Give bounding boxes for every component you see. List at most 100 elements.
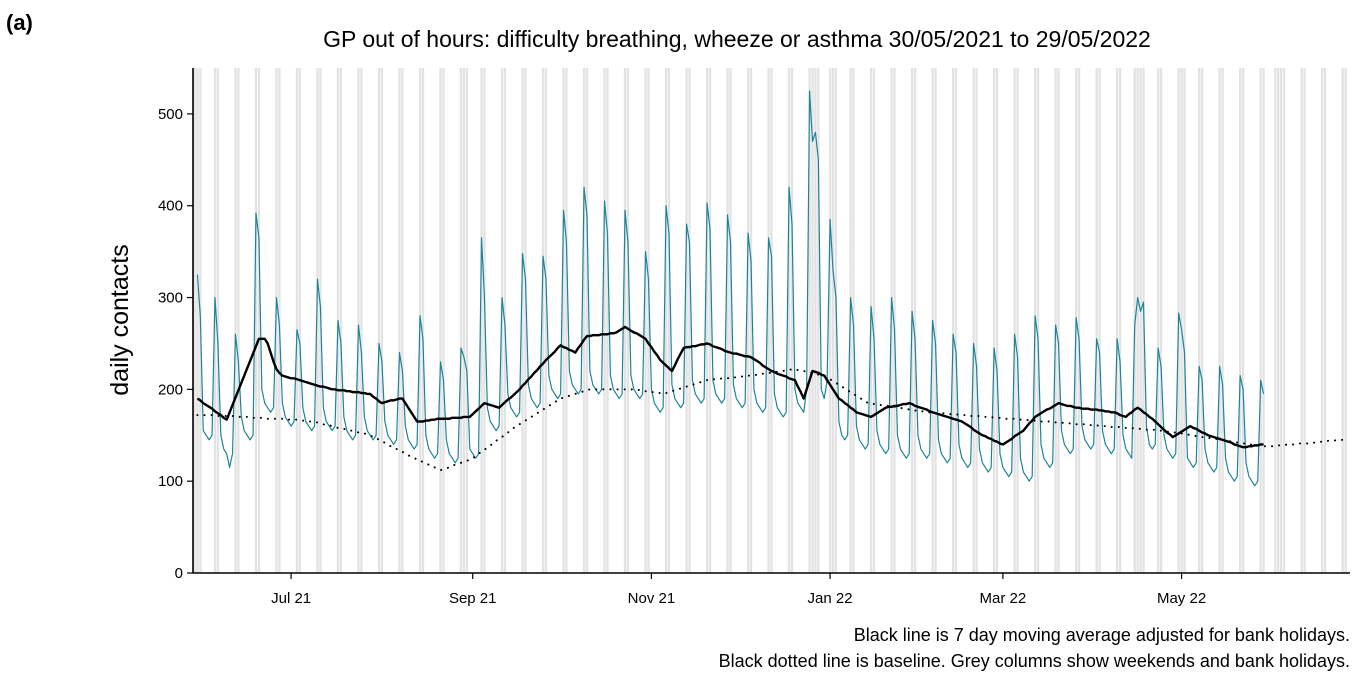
y-tick-label: 100 <box>158 473 183 490</box>
weekend-column <box>1200 68 1204 573</box>
weekend-column <box>1180 68 1183 573</box>
weekend-column <box>749 68 753 573</box>
weekend-column <box>298 68 302 573</box>
plot-area <box>196 90 1344 487</box>
weekend-column <box>746 68 750 573</box>
weekend-column <box>705 68 709 573</box>
x-tick-label: Mar 22 <box>980 590 1027 607</box>
weekend-column <box>439 68 442 573</box>
weekend-column <box>1156 68 1160 573</box>
weekend-column <box>257 68 261 573</box>
weekend-column <box>316 68 319 573</box>
weekend-column <box>357 68 360 573</box>
weekend-column <box>1095 68 1098 573</box>
weekend-column <box>1274 68 1277 573</box>
x-tick-label: Sep 21 <box>449 590 497 607</box>
weekend-column <box>708 68 712 573</box>
weekend-column <box>216 68 220 573</box>
y-tick-label: 200 <box>158 381 183 398</box>
weekend-column <box>817 68 820 573</box>
weekend-column <box>541 68 545 573</box>
weekend-column <box>1323 68 1327 573</box>
weekend-column <box>480 68 483 573</box>
y-axis-label: daily contacts <box>106 244 134 395</box>
weekend-column <box>726 68 729 573</box>
weekend-column <box>623 68 627 573</box>
weekend-column <box>401 68 404 573</box>
weekend-column <box>398 68 401 573</box>
weekend-column <box>524 68 527 573</box>
weekend-column <box>360 68 363 573</box>
weekend-column <box>196 68 199 573</box>
weekend-column <box>1341 68 1344 573</box>
weekend-column <box>664 68 668 573</box>
weekend-column <box>254 68 258 573</box>
weekend-column <box>934 68 937 573</box>
weekend-column <box>562 68 565 573</box>
weekend-column <box>295 68 299 573</box>
weekend-column <box>992 68 996 573</box>
weekend-column <box>1221 68 1224 573</box>
weekend-column <box>667 68 671 573</box>
weekend-column <box>872 68 876 573</box>
weekend-column <box>1259 68 1262 573</box>
series-line <box>196 325 1264 449</box>
weekend-column <box>1300 68 1303 573</box>
weekend-column <box>421 68 425 573</box>
weekend-column <box>442 68 445 573</box>
weekend-column <box>1136 68 1139 573</box>
weekend-column <box>1238 68 1242 573</box>
weekend-column <box>913 68 917 573</box>
weekend-column <box>1077 68 1081 573</box>
weekend-column <box>790 68 794 573</box>
series-line <box>196 368 1344 472</box>
x-tick-label: Jan 22 <box>808 590 853 607</box>
weekend-column <box>1344 68 1347 573</box>
weekend-column <box>647 68 650 573</box>
weekend-column <box>585 68 589 573</box>
weekend-column <box>275 68 278 573</box>
weekend-column <box>1197 68 1201 573</box>
weekend-column <box>808 68 811 573</box>
weekend-column <box>582 68 586 573</box>
weekend-column <box>565 68 568 573</box>
y-tick-label: 300 <box>158 290 183 307</box>
weekend-column <box>1115 68 1119 573</box>
weekend-column <box>951 68 955 573</box>
weekend-column <box>972 68 975 573</box>
weekend-column <box>483 68 486 573</box>
weekend-column <box>339 68 343 573</box>
weekend-column <box>1036 68 1040 573</box>
weekend-column <box>1057 68 1060 573</box>
weekend-column <box>193 68 196 573</box>
weekend-column <box>603 68 606 573</box>
weekend-column <box>1279 68 1283 573</box>
note: Black dotted line is baseline. Grey colu… <box>719 651 1350 671</box>
weekend-column <box>1118 68 1122 573</box>
y-tick-label: 400 <box>158 198 183 215</box>
weekend-column <box>377 68 381 573</box>
weekend-column <box>1262 68 1265 573</box>
weekend-column <box>1139 68 1142 573</box>
x-tick-label: May 22 <box>1157 590 1206 607</box>
weekend-column <box>462 68 466 573</box>
weekend-column <box>521 68 524 573</box>
weekend-column <box>1303 68 1306 573</box>
weekend-column <box>465 68 469 573</box>
weekend-column <box>237 68 240 573</box>
weekend-column <box>729 68 732 573</box>
y-tick-label: 500 <box>158 106 183 123</box>
weekend-column <box>234 68 237 573</box>
weekend-column <box>1183 68 1186 573</box>
weekend-column <box>767 68 770 573</box>
weekend-column <box>626 68 630 573</box>
weekend-column <box>1054 68 1057 573</box>
x-tick-label: Jul 21 <box>271 590 311 607</box>
weekend-column <box>828 68 832 573</box>
weekend-column <box>1016 68 1019 573</box>
weekend-column <box>975 68 978 573</box>
weekend-column <box>1098 68 1101 573</box>
weekend-column <box>954 68 958 573</box>
note: Black line is 7 day moving average adjus… <box>854 625 1350 645</box>
